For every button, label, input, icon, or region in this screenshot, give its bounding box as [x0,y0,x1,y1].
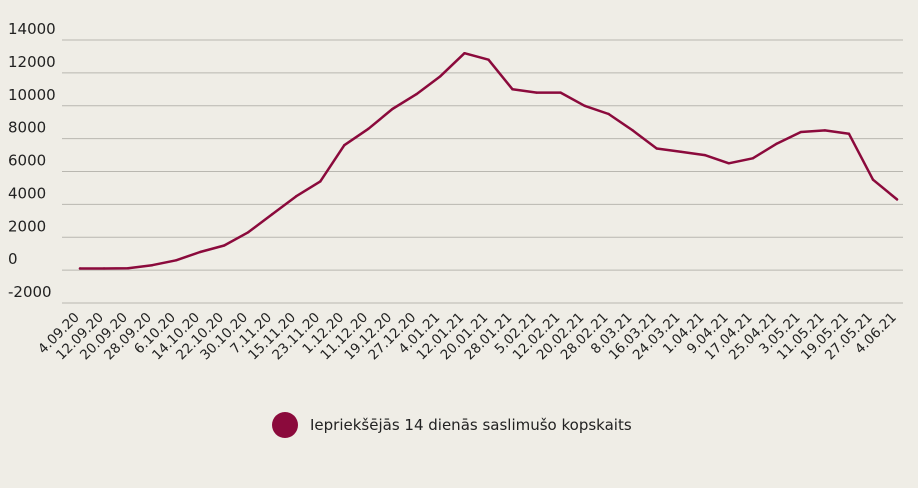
y-tick-label: 12000 [8,53,56,71]
data-point [535,91,538,94]
line-chart-plot: 14000120001000080006000400020000-20004.0… [8,20,903,363]
legend-marker [272,412,298,438]
data-point [295,194,298,198]
data-point [415,93,418,96]
y-tick-label: -2000 [8,283,52,301]
data-point [367,127,370,130]
data-point [271,213,274,216]
data-point [78,267,82,270]
y-tick-label: 8000 [8,119,46,137]
data-point [895,198,899,201]
data-point [847,132,851,135]
y-tick-label: 6000 [8,152,46,170]
y-tick-label: 2000 [8,217,46,235]
data-point [559,91,562,94]
data-point [150,263,154,267]
y-tick-label: 4000 [8,184,46,202]
data-point [607,112,610,116]
data-point [703,153,706,157]
data-point [487,58,490,61]
data-point [126,266,130,270]
data-point [511,88,514,91]
data-point [583,104,586,107]
data-point [871,178,875,181]
data-point [391,107,394,111]
data-point [343,144,346,147]
data-point [799,130,803,134]
series-line [78,51,899,270]
legend: Iepriekšējās 14 dienās saslimušo kopskai… [272,412,632,438]
data-point [174,259,178,262]
data-point [247,231,250,234]
data-point [775,142,779,145]
data-point [102,267,106,270]
y-tick-label: 0 [8,250,18,268]
data-point [727,162,730,165]
data-point [679,150,682,153]
data-point [823,129,827,132]
data-point [319,180,322,183]
data-point [751,157,755,160]
data-point [463,51,466,55]
y-tick-label: 14000 [8,20,56,38]
data-point [631,129,634,132]
data-point [439,74,442,78]
data-point [655,147,658,150]
data-point [198,250,202,254]
data-point [222,244,226,247]
legend-label: Iepriekšējās 14 dienās saslimušo kopskai… [310,416,632,434]
y-tick-label: 10000 [8,86,56,104]
